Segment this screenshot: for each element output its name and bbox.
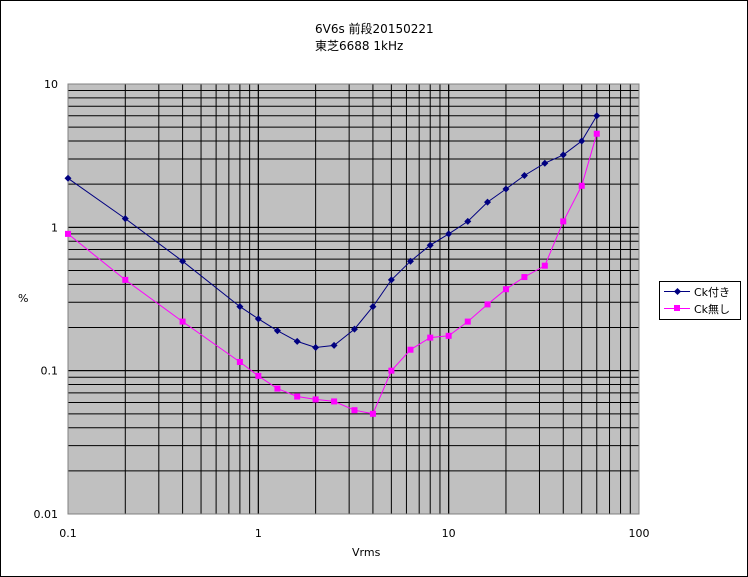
data-point [293, 337, 301, 345]
x-tick-label: 100 [629, 527, 650, 540]
legend-label-ck-with: Ck付き [694, 286, 731, 299]
y-axis-label: % [18, 292, 28, 305]
data-point [236, 303, 244, 311]
data-point [593, 112, 601, 120]
x-tick-label: 1 [255, 527, 262, 540]
data-point [274, 385, 281, 392]
data-point [502, 286, 509, 293]
data-point [351, 407, 358, 414]
chart-title-line-2: 東芝6688 1kHz [315, 39, 404, 53]
data-point [593, 130, 600, 137]
data-point [559, 151, 567, 159]
data-point [255, 372, 262, 379]
data-point [179, 257, 187, 265]
data-point [464, 217, 472, 225]
data-point [426, 241, 434, 249]
data-point [521, 274, 528, 281]
data-point [502, 185, 510, 193]
data-point [406, 257, 414, 265]
data-point [387, 276, 395, 284]
data-point [312, 396, 319, 403]
data-point [388, 367, 395, 374]
y-tick-label: 1 [51, 221, 58, 234]
data-point [464, 318, 471, 325]
data-point [541, 159, 549, 167]
data-point [65, 230, 71, 237]
y-tick-label: 0.1 [41, 365, 59, 378]
x-tick-label: 0.1 [59, 527, 77, 540]
data-point [330, 341, 338, 349]
series-layer [64, 112, 601, 417]
data-point [236, 358, 243, 365]
data-point [64, 174, 72, 182]
data-point [312, 344, 320, 352]
data-point [254, 315, 262, 323]
data-point [294, 393, 301, 400]
data-point [350, 325, 358, 333]
legend-item-ck-with: Ck付き [660, 284, 740, 300]
data-point [122, 276, 129, 283]
y-tick-label: 10 [44, 78, 58, 91]
data-point [445, 230, 453, 238]
data-point [407, 346, 414, 353]
chart-title-line-1: 6V6s 前段20150221 [315, 22, 434, 36]
plot-border [67, 83, 640, 515]
x-axis-label: Vrms [352, 546, 381, 559]
x-tick-label: 10 [442, 527, 456, 540]
data-point [121, 215, 129, 223]
data-point [369, 303, 377, 311]
legend: Ck付き Ck無し [659, 281, 741, 320]
legend-marker-ck-with [673, 287, 682, 296]
data-point [484, 301, 491, 308]
y-tick-label: 0.01 [34, 508, 59, 521]
data-point [578, 182, 585, 189]
data-point [445, 332, 452, 339]
legend-item-ck-without: Ck無し [660, 301, 740, 317]
data-point [427, 334, 434, 341]
data-point [520, 171, 528, 179]
plot-area [68, 84, 639, 514]
data-point [331, 398, 338, 405]
data-point [273, 327, 281, 335]
legend-marker-ck-without [674, 305, 680, 311]
data-point [578, 137, 586, 145]
data-point [541, 262, 548, 269]
data-point [484, 198, 492, 206]
data-point [369, 410, 376, 417]
data-point [560, 218, 567, 225]
data-point [179, 318, 186, 325]
legend-label-ck-without: Ck無し [694, 303, 731, 316]
